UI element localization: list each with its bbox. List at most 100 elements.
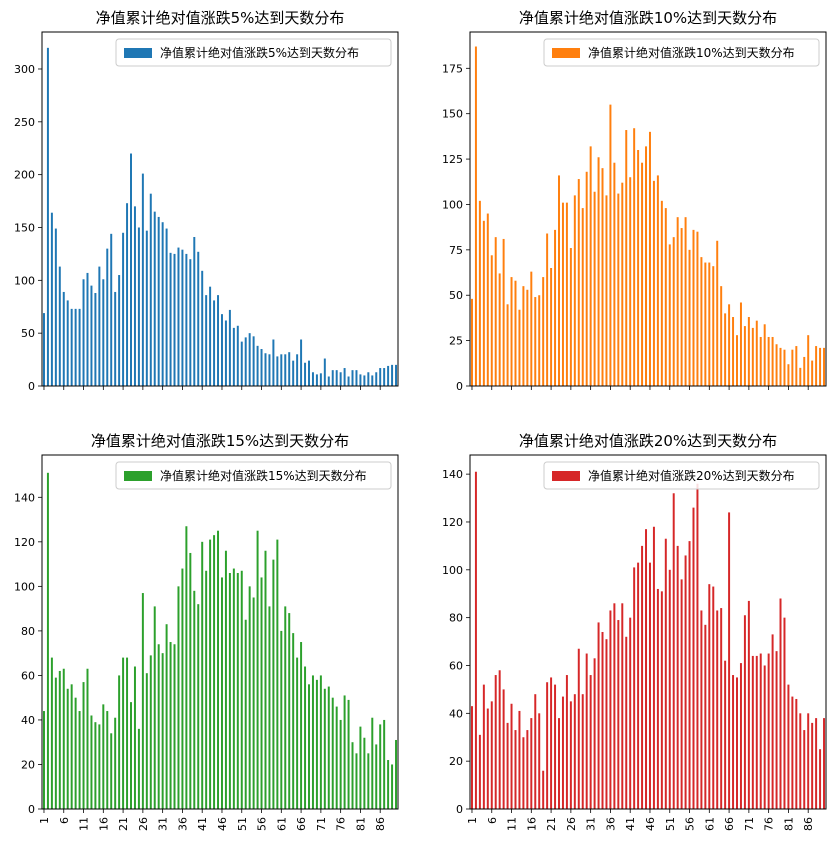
bar-7 xyxy=(494,237,497,386)
bar-37 xyxy=(613,603,616,809)
x-tick-label: 21 xyxy=(117,817,130,831)
bar-61 xyxy=(280,354,283,386)
bar-56 xyxy=(688,541,691,809)
legend-label: 净值累计绝对值涨跌15%达到天数分布 xyxy=(160,468,367,483)
bar-1 xyxy=(470,298,473,386)
bar-18 xyxy=(538,713,541,809)
bar-65 xyxy=(296,657,299,809)
bar-13 xyxy=(518,309,521,386)
bar-22 xyxy=(126,203,129,386)
bar-31 xyxy=(589,146,592,386)
bar-48 xyxy=(228,573,231,809)
bar-72 xyxy=(751,327,754,386)
bar-50 xyxy=(664,208,667,386)
bar-20 xyxy=(546,682,549,809)
bar-61 xyxy=(708,262,711,386)
bar-24 xyxy=(561,696,564,809)
y-tick-label: 75 xyxy=(449,244,463,257)
bar-35 xyxy=(177,247,180,386)
bar-7 xyxy=(66,300,69,386)
bar-69 xyxy=(311,372,314,386)
bar-64 xyxy=(720,286,723,386)
bar-67 xyxy=(732,317,735,386)
x-tick-label: 1 xyxy=(38,817,51,824)
bar-72 xyxy=(323,358,326,386)
bar-55 xyxy=(256,345,259,386)
y-tick-label: 60 xyxy=(449,659,463,672)
y-tick-label: 100 xyxy=(14,274,35,287)
bar-2 xyxy=(474,46,477,387)
bar-67 xyxy=(732,675,735,809)
bar-6 xyxy=(490,255,493,386)
bar-74 xyxy=(331,697,334,809)
x-tick-label: 31 xyxy=(157,817,170,831)
bar-86 xyxy=(807,713,810,809)
bar-81 xyxy=(787,364,790,386)
bar-41 xyxy=(201,541,204,809)
bar-3 xyxy=(50,212,53,386)
bar-33 xyxy=(597,622,600,809)
bar-77 xyxy=(343,695,346,809)
bar-22 xyxy=(554,229,557,386)
bar-28 xyxy=(577,648,580,809)
legend-box xyxy=(543,38,820,67)
y-tick-label: 120 xyxy=(442,516,463,529)
bar-3 xyxy=(478,200,481,386)
bar-64 xyxy=(292,633,295,809)
bar-54 xyxy=(680,579,683,809)
y-tick-label: 200 xyxy=(14,169,35,182)
bar-82 xyxy=(791,349,794,386)
bar-21 xyxy=(122,657,125,809)
bar-60 xyxy=(704,624,707,809)
bar-61 xyxy=(708,584,711,809)
bar-50 xyxy=(664,538,667,809)
bar-29 xyxy=(153,606,156,809)
bar-54 xyxy=(252,336,255,386)
bar-71 xyxy=(747,600,750,809)
bar-41 xyxy=(629,617,632,809)
bar-47 xyxy=(652,180,655,386)
bar-28 xyxy=(149,193,152,386)
bar-76 xyxy=(767,653,770,809)
bar-23 xyxy=(130,153,132,386)
x-tick-label: 61 xyxy=(703,817,716,831)
bar-55 xyxy=(684,555,687,809)
bar-26 xyxy=(141,593,144,809)
bar-25 xyxy=(137,728,140,809)
bar-74 xyxy=(759,336,762,386)
bar-73 xyxy=(755,655,758,809)
bar-60 xyxy=(704,262,707,386)
bar-70 xyxy=(743,326,746,386)
legend: 净值累计绝对值涨跌20%达到天数分布 xyxy=(543,461,820,490)
bar-43 xyxy=(637,150,640,386)
bar-17 xyxy=(534,694,537,809)
y-tick-label: 25 xyxy=(449,335,463,348)
x-tick-label: 66 xyxy=(723,817,736,831)
bar-43 xyxy=(209,286,212,386)
x-tick-label: 41 xyxy=(196,817,209,831)
bar-10 xyxy=(506,722,509,809)
y-tick-label: 80 xyxy=(21,625,35,638)
bar-46 xyxy=(220,577,223,809)
bar-74 xyxy=(331,370,334,386)
bar-59 xyxy=(272,559,275,809)
bar-80 xyxy=(355,370,358,386)
bar-26 xyxy=(569,701,572,809)
bar-40 xyxy=(625,636,628,809)
chart-panel-1: 净值累计绝对值涨跌5%达到天数分布 0 50 100 150 200 250 300 净值累计绝… xyxy=(14,9,399,393)
x-tick-label: 46 xyxy=(216,817,229,831)
bar-72 xyxy=(751,655,754,809)
bar-51 xyxy=(668,569,671,809)
bar-68 xyxy=(736,335,738,386)
bar-23 xyxy=(558,718,560,809)
bar-49 xyxy=(660,200,663,386)
bar-2 xyxy=(474,471,477,809)
bar-4 xyxy=(482,220,485,386)
bar-3 xyxy=(478,734,481,809)
bar-67 xyxy=(304,362,307,386)
bar-47 xyxy=(224,320,227,386)
y-tick-label: 80 xyxy=(449,612,463,625)
bar-45 xyxy=(645,146,648,386)
bar-63 xyxy=(288,352,291,386)
